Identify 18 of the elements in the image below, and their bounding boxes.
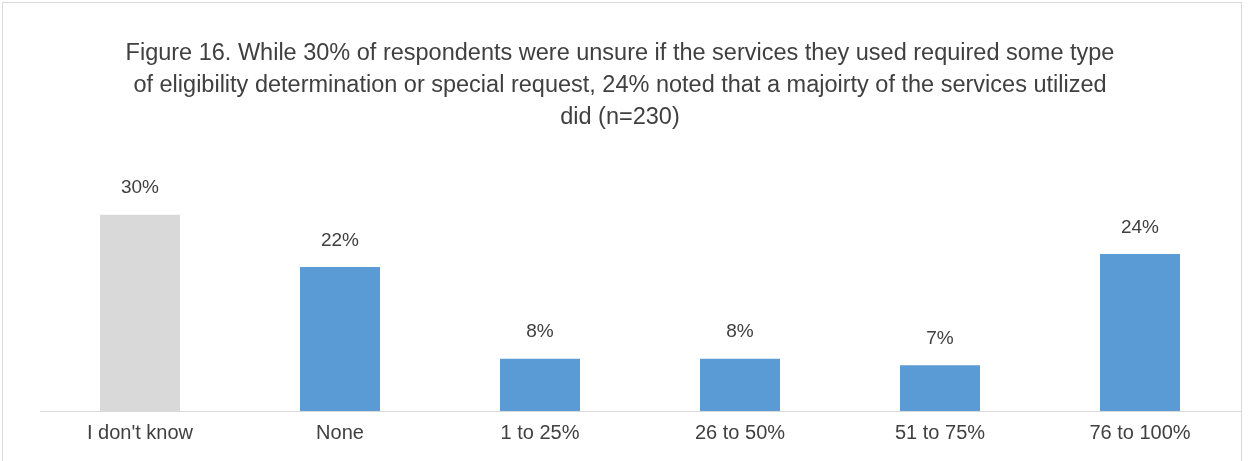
data-label: 22% — [320, 228, 360, 250]
x-tick-label: None — [316, 420, 364, 443]
bar — [300, 267, 380, 411]
bar — [900, 365, 980, 411]
bar — [500, 358, 580, 411]
x-tick-label: 26 to 50% — [694, 420, 786, 443]
x-tick-label: 76 to 100% — [1089, 420, 1191, 443]
data-label: 30% — [120, 176, 160, 198]
bar — [700, 358, 780, 411]
chart-title: Figure 16. While 30% of respondents were unsure if the services they used required some type of eligibility determination or special request, 24% noted that a majoirty of the services utilized did (n=230) — [124, 38, 1116, 131]
data-label: 24% — [1120, 215, 1160, 237]
data-label: 8% — [726, 320, 754, 342]
x-tick-label: 51 to 75% — [894, 420, 986, 443]
data-label: 8% — [526, 320, 554, 342]
x-tick-label: 1 to 25% — [500, 420, 580, 443]
bar — [1100, 254, 1180, 411]
x-tick-label: I don't know — [86, 420, 194, 443]
data-label: 7% — [926, 326, 954, 348]
